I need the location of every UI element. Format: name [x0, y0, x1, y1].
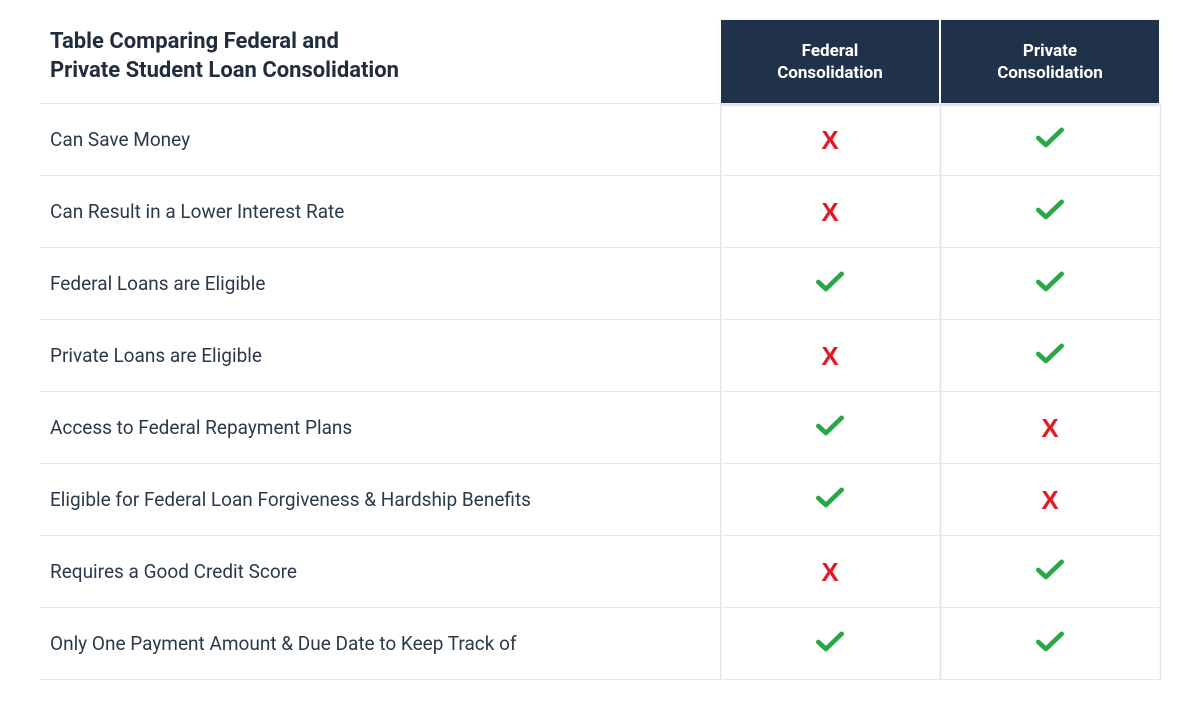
table-title-line1: Table Comparing Federal and: [50, 29, 339, 54]
private-cell: [940, 104, 1160, 176]
feature-cell: Private Loans are Eligible: [40, 320, 720, 392]
federal-cell: [720, 392, 940, 464]
federal-cell: X: [720, 536, 940, 608]
table-header-row: Table Comparing Federal and Private Stud…: [40, 20, 1160, 104]
private-cell: [940, 176, 1160, 248]
table-body: Can Save MoneyXCan Result in a Lower Int…: [40, 104, 1160, 680]
feature-cell: Requires a Good Credit Score: [40, 536, 720, 608]
feature-cell: Access to Federal Repayment Plans: [40, 392, 720, 464]
x-icon: X: [1041, 415, 1058, 441]
feature-cell: Can Save Money: [40, 104, 720, 176]
check-icon: [1036, 631, 1064, 653]
private-cell: [940, 320, 1160, 392]
feature-cell: Can Result in a Lower Interest Rate: [40, 176, 720, 248]
column-header-private-line2: Consolidation: [997, 63, 1103, 83]
federal-cell: X: [720, 320, 940, 392]
federal-cell: X: [720, 176, 940, 248]
table-row: Private Loans are Eligible X: [40, 320, 1160, 392]
private-cell: [940, 536, 1160, 608]
x-icon: X: [1041, 487, 1058, 513]
table-row: Eligible for Federal Loan Forgiveness & …: [40, 464, 1160, 536]
x-icon: X: [821, 559, 838, 585]
table-row: Requires a Good Credit Score X: [40, 536, 1160, 608]
feature-cell: Eligible for Federal Loan Forgiveness & …: [40, 464, 720, 536]
column-header-private-line1: Private: [1023, 41, 1077, 61]
comparison-table: Table Comparing Federal and Private Stud…: [40, 20, 1161, 680]
federal-cell: [720, 608, 940, 680]
check-icon: [816, 271, 844, 293]
table-row: Only One Payment Amount & Due Date to Ke…: [40, 608, 1160, 680]
table-row: Can Result in a Lower Interest Rate X: [40, 176, 1160, 248]
federal-cell: X: [720, 104, 940, 176]
column-header-private: Private Consolidation: [940, 20, 1160, 104]
private-cell: [940, 248, 1160, 320]
column-header-federal-line1: Federal: [802, 41, 859, 61]
check-icon: [816, 631, 844, 653]
check-icon: [1036, 343, 1064, 365]
comparison-table-container: Table Comparing Federal and Private Stud…: [0, 0, 1200, 680]
check-icon: [1036, 199, 1064, 221]
column-header-federal: Federal Consolidation: [720, 20, 940, 104]
table-row: Federal Loans are Eligible: [40, 248, 1160, 320]
table-row: Can Save Money X: [40, 104, 1160, 176]
check-icon: [816, 415, 844, 437]
table-row: Access to Federal Repayment Plans X: [40, 392, 1160, 464]
feature-cell: Only One Payment Amount & Due Date to Ke…: [40, 608, 720, 680]
column-header-federal-line2: Consolidation: [777, 63, 883, 83]
check-icon: [1036, 271, 1064, 293]
federal-cell: [720, 464, 940, 536]
private-cell: X: [940, 464, 1160, 536]
federal-cell: [720, 248, 940, 320]
feature-cell: Federal Loans are Eligible: [40, 248, 720, 320]
check-icon: [816, 487, 844, 509]
x-icon: X: [821, 343, 838, 369]
private-cell: X: [940, 392, 1160, 464]
check-icon: [1036, 559, 1064, 581]
check-icon: [1036, 127, 1064, 149]
x-icon: X: [821, 127, 838, 153]
private-cell: [940, 608, 1160, 680]
x-icon: X: [821, 199, 838, 225]
table-title-line2: Private Student Loan Consolidation: [50, 58, 399, 83]
table-title: Table Comparing Federal and Private Stud…: [40, 20, 720, 104]
